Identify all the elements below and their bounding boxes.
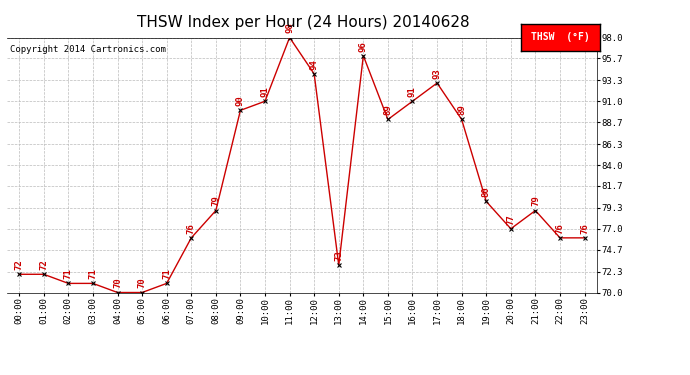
Text: 73: 73: [334, 250, 343, 261]
Text: THSW  (°F): THSW (°F): [531, 33, 590, 42]
Text: 71: 71: [64, 268, 73, 279]
Text: 89: 89: [384, 105, 393, 115]
Text: 91: 91: [261, 86, 270, 97]
Text: 80: 80: [482, 186, 491, 197]
Text: 79: 79: [531, 196, 540, 206]
Text: 71: 71: [88, 268, 97, 279]
Text: 89: 89: [457, 105, 466, 115]
Text: 79: 79: [211, 196, 220, 206]
Text: 90: 90: [236, 96, 245, 106]
Text: 76: 76: [555, 223, 564, 234]
Text: 70: 70: [113, 278, 122, 288]
Text: 94: 94: [310, 59, 319, 70]
Text: 70: 70: [137, 278, 146, 288]
Text: Copyright 2014 Cartronics.com: Copyright 2014 Cartronics.com: [10, 45, 166, 54]
Text: 98: 98: [285, 22, 294, 33]
Text: 76: 76: [580, 223, 589, 234]
Text: 96: 96: [359, 41, 368, 51]
Text: 72: 72: [14, 260, 23, 270]
Text: 77: 77: [506, 214, 515, 225]
Text: THSW Index per Hour (24 Hours) 20140628: THSW Index per Hour (24 Hours) 20140628: [137, 15, 470, 30]
Text: 72: 72: [39, 260, 48, 270]
Text: 76: 76: [187, 223, 196, 234]
Text: 71: 71: [162, 268, 171, 279]
Text: 93: 93: [433, 68, 442, 79]
Text: 91: 91: [408, 86, 417, 97]
